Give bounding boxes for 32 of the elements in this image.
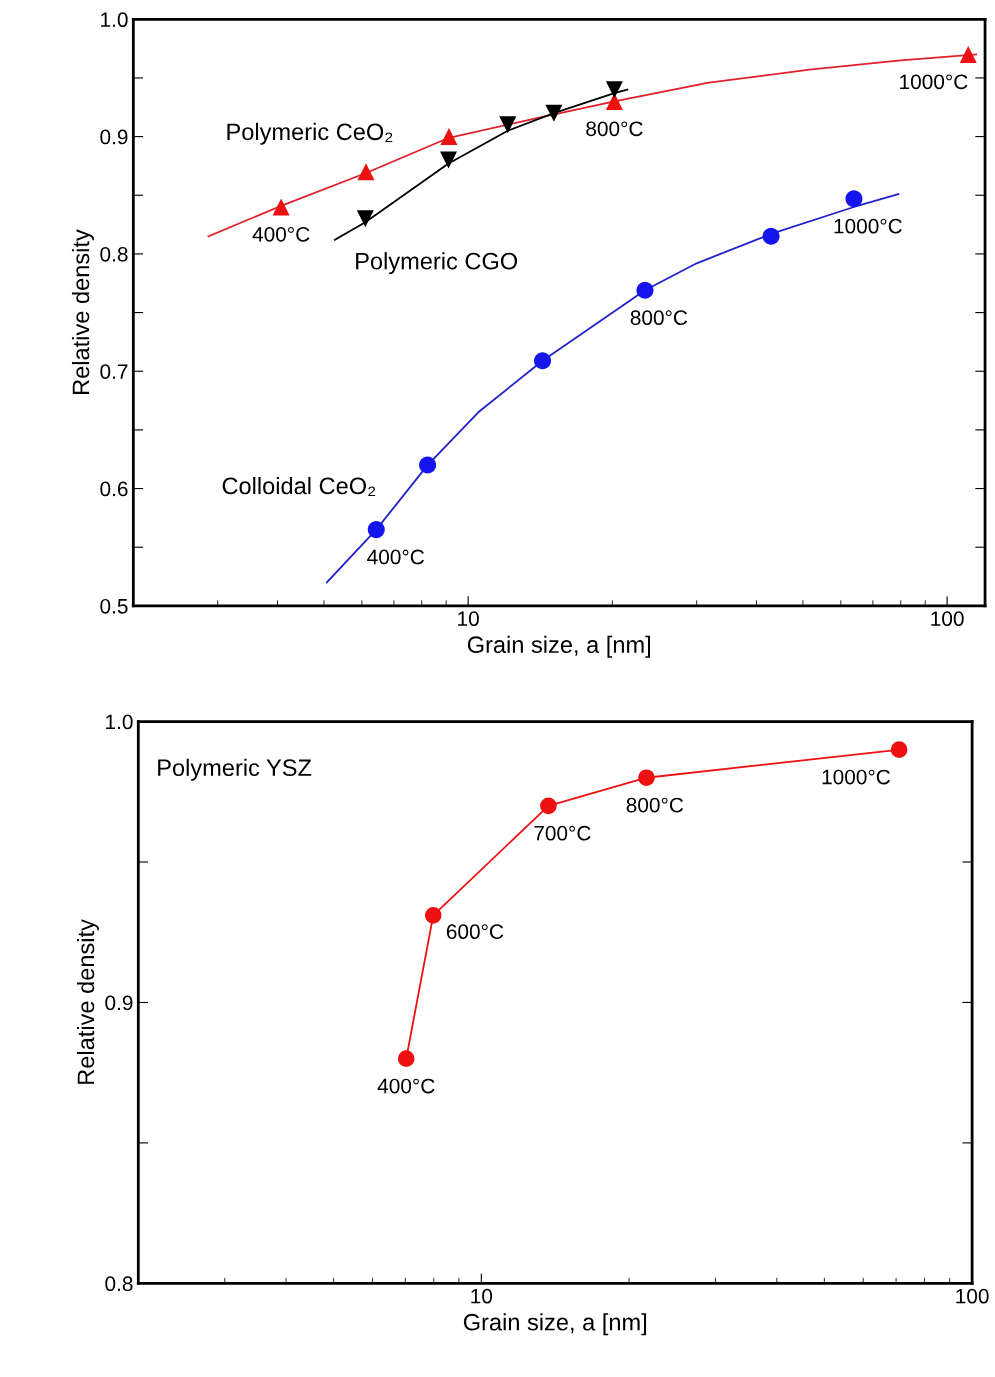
annotation: 700°C	[534, 825, 591, 841]
y-tick-label: 0.8	[100, 246, 128, 262]
y-tick-label: 1.0	[101, 12, 128, 28]
x-tick-label: 10	[471, 1288, 493, 1304]
annotation: 600°C	[446, 924, 504, 940]
series-label: Polymeric CeO₂	[227, 122, 393, 145]
x-axis-title: Grain size, a [nm]	[467, 635, 651, 658]
x-tick-label: 10	[458, 611, 479, 627]
annotation: 1000°C	[822, 769, 890, 785]
annotation: 800°C	[586, 121, 643, 137]
y-tick-label: 0.6	[100, 481, 128, 497]
annotation: 400°C	[377, 1078, 435, 1094]
x-axis-title: Grain size, a [nm]	[463, 1313, 647, 1336]
y-tick-label: 0.8	[105, 1276, 133, 1292]
y-tick-label: 0.9	[105, 995, 133, 1011]
annotation: 400°C	[252, 226, 310, 242]
y-tick-label: 1.0	[106, 714, 133, 730]
y-tick-label: 0.7	[100, 364, 128, 379]
annotation: 800°C	[626, 797, 684, 813]
series-label: Colloidal CeO₂	[222, 476, 376, 497]
x-tick-label: 100	[956, 1288, 989, 1304]
annotation: 400°C	[367, 549, 424, 565]
annotation: 1000°C	[900, 74, 968, 90]
y-tick-label: 0.5	[100, 598, 128, 614]
annotation: 1000°C	[834, 218, 902, 234]
text: Polymeric YSZ	[158, 758, 312, 781]
y-tick-label: 0.9	[100, 129, 128, 145]
x-tick-label: 100	[931, 611, 964, 627]
y-axis-title: Relative density	[71, 229, 94, 394]
annotation: 800°C	[630, 310, 688, 326]
series-label: Polymeric CGO	[356, 252, 518, 275]
y-axis-title: Relative density	[76, 919, 99, 1084]
